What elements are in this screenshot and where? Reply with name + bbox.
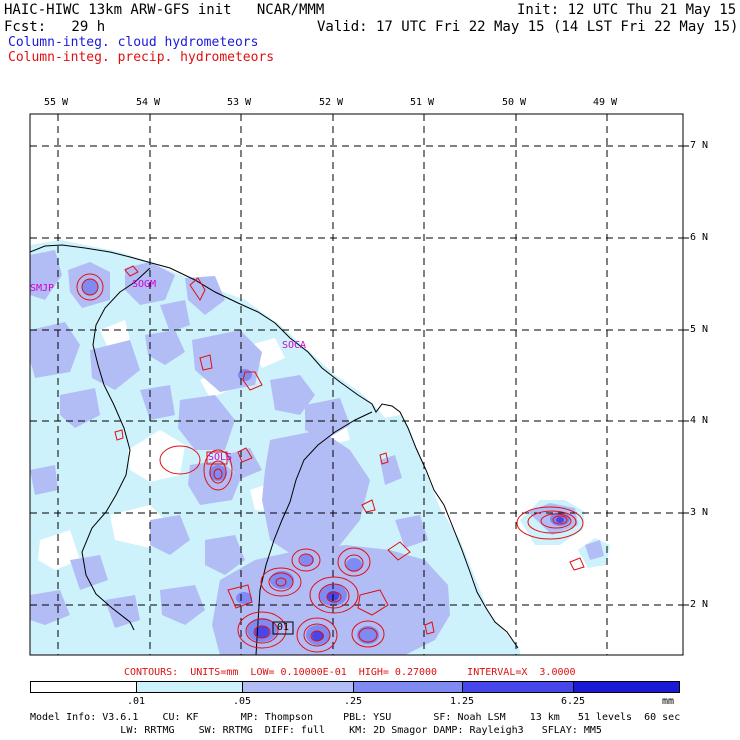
colorbar-box-1 xyxy=(136,681,243,693)
cloud-shade-deep xyxy=(255,517,564,641)
cloud-shading xyxy=(30,240,610,655)
lat-label-6n: 6 N xyxy=(690,232,709,243)
coastline xyxy=(30,244,519,655)
colorbar-box-5 xyxy=(573,681,680,693)
colorbar-units: mm xyxy=(661,696,675,707)
lat-ticks xyxy=(683,145,689,606)
lon-label-55w: 55 W xyxy=(44,97,69,108)
colorbar-label-2: .25 xyxy=(343,696,363,707)
lon-label-52w: 52 W xyxy=(319,97,344,108)
model-info-line-2: LW: RRTMG SW: RRTMG DIFF: full KM: 2D Sm… xyxy=(30,725,602,736)
lat-label-7n: 7 N xyxy=(690,140,709,151)
station-label-sols: SOLS xyxy=(208,452,233,463)
colorbar-label-3: 1.25 xyxy=(449,696,475,707)
lon-label-54w: 54 W xyxy=(136,97,161,108)
colorbar-label-0: .01 xyxy=(126,696,146,707)
lat-label-5n: 5 N xyxy=(690,324,709,335)
cloud-field-label: Column-integ. cloud hydrometeors xyxy=(8,35,259,50)
cloud-shade-medium xyxy=(30,250,604,655)
colorbar-box-2 xyxy=(242,681,354,693)
colorbar-box-0 xyxy=(30,681,137,693)
lat-label-2n: 2 N xyxy=(690,599,709,610)
lon-label-49w: 49 W xyxy=(593,97,618,108)
graticule xyxy=(30,114,683,655)
station-label-soca: SOCA xyxy=(282,340,307,351)
colorbar-label-4: 6.25 xyxy=(560,696,586,707)
station-marker-01 xyxy=(272,621,294,635)
lon-label-50w: 50 W xyxy=(502,97,527,108)
station-label-smjp: SMJP xyxy=(30,283,55,294)
colorbar-label-1: .05 xyxy=(232,696,252,707)
map-frame xyxy=(29,113,684,656)
contour-info: CONTOURS: UNITS=mm LOW= 0.10000E-01 HIGH… xyxy=(124,667,576,678)
precip-field-label: Column-integ. precip. hydrometeors xyxy=(8,50,275,65)
lon-label-53w: 53 W xyxy=(227,97,252,108)
colorbar-box-4 xyxy=(462,681,574,693)
lat-label-4n: 4 N xyxy=(690,415,709,426)
init-time: Init: 12 UTC Thu 21 May 15 xyxy=(517,2,737,18)
forecast-hour: Fcst: 29 h xyxy=(4,19,106,35)
plot-title: HAIC-HIWC 13km ARW-GFS init NCAR/MMM xyxy=(4,2,325,18)
precip-contours xyxy=(76,265,585,653)
station-marker-sols xyxy=(206,451,228,465)
model-info-line-1: Model Info: V3.6.1 CU: KF MP: Thompson P… xyxy=(30,712,681,723)
lon-label-51w: 51 W xyxy=(410,97,435,108)
colorbar-box-3 xyxy=(353,681,463,693)
station-label-01: 01 xyxy=(277,622,290,633)
lat-label-3n: 3 N xyxy=(690,507,709,518)
valid-time: Valid: 17 UTC Fri 22 May 15 (14 LST Fri … xyxy=(317,19,739,35)
station-label-sogm: SOGM xyxy=(132,279,157,290)
